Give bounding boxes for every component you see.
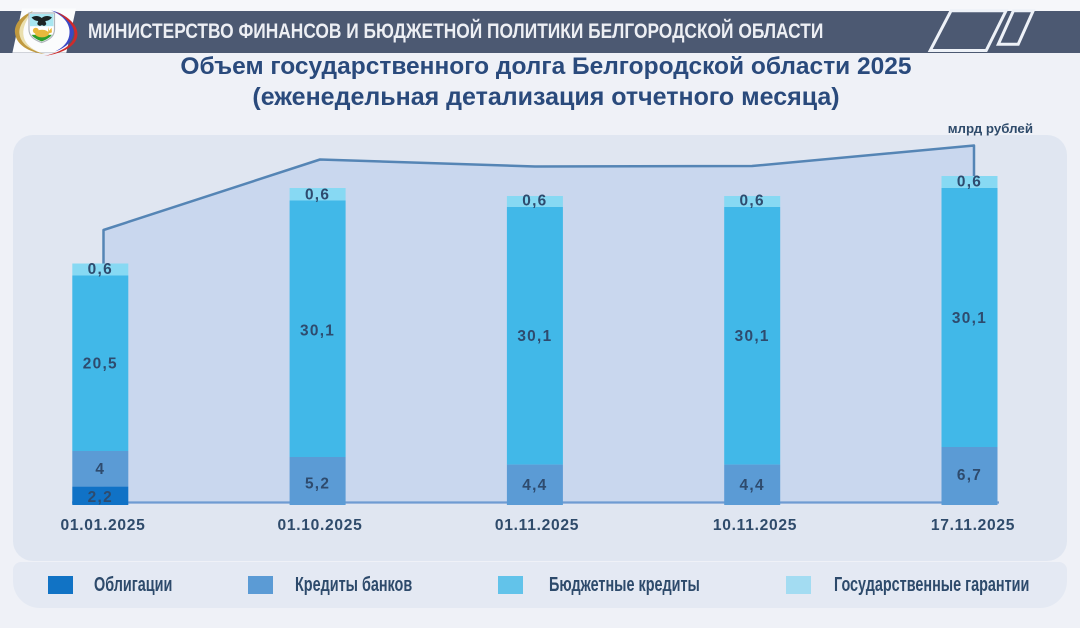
svg-text:4,4: 4,4: [522, 477, 547, 494]
svg-text:20,5: 20,5: [83, 356, 118, 373]
svg-text:0,6: 0,6: [957, 174, 982, 191]
svg-text:30,1: 30,1: [300, 323, 335, 340]
svg-text:2,2: 2,2: [88, 489, 113, 506]
svg-text:30,1: 30,1: [735, 328, 770, 345]
svg-text:4,4: 4,4: [740, 477, 765, 494]
svg-text:0,6: 0,6: [88, 261, 113, 278]
svg-text:30,1: 30,1: [952, 310, 987, 327]
svg-text:6,7: 6,7: [957, 467, 982, 484]
svg-text:0,6: 0,6: [740, 193, 765, 210]
svg-text:5,2: 5,2: [305, 476, 330, 493]
svg-text:0,6: 0,6: [305, 187, 330, 204]
svg-text:0,6: 0,6: [522, 193, 547, 210]
svg-text:4: 4: [95, 461, 105, 478]
svg-text:30,1: 30,1: [517, 328, 552, 345]
